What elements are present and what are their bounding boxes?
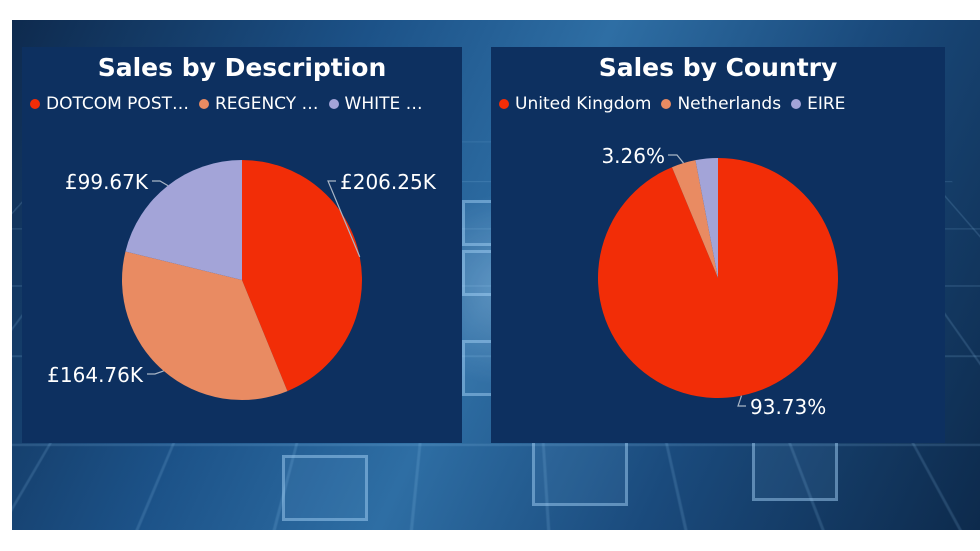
sales-by-description-panel[interactable]: Sales by Description DOTCOM POST… REGENC… [22, 47, 462, 443]
pie-chart[interactable]: £206.25K £164.76K £99.67K [22, 47, 462, 443]
leader-line [738, 396, 746, 406]
data-label: 3.26% [601, 144, 665, 168]
data-label: £164.76K [47, 363, 144, 387]
data-label: £99.67K [65, 170, 149, 194]
data-label: £206.25K [340, 170, 437, 194]
leader-line [152, 181, 168, 186]
pie-chart[interactable]: 93.73% 3.26% [491, 47, 945, 443]
leader-line [147, 371, 164, 374]
sales-by-country-panel[interactable]: Sales by Country United Kingdom Netherla… [491, 47, 945, 443]
background-cube [752, 440, 838, 501]
background-cube [532, 440, 628, 506]
leader-line [668, 155, 684, 163]
data-label: 93.73% [750, 395, 826, 419]
background-cube [282, 455, 368, 521]
